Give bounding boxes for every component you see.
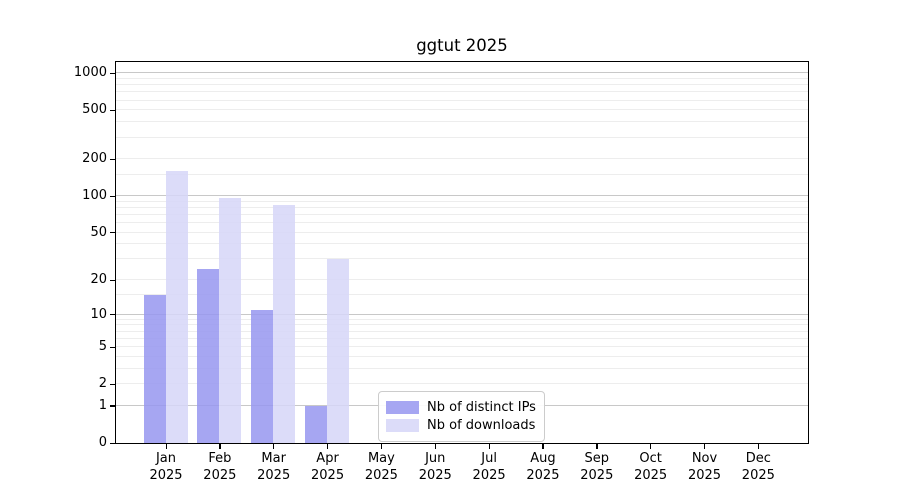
minor-gridline (116, 324, 808, 326)
y-tick-label: 100 (82, 188, 107, 204)
x-tick-label: Sep 2025 (580, 451, 614, 483)
major-gridline (116, 195, 808, 197)
minor-gridline (116, 136, 808, 138)
x-tick-label: May 2025 (364, 451, 398, 483)
x-tick-label: Jul 2025 (472, 451, 506, 483)
legend-swatch-downloads (386, 419, 419, 432)
bar-distinct-ips-mar (251, 310, 274, 443)
x-tick-mark (650, 444, 652, 449)
x-tick-label: Oct 2025 (634, 451, 668, 483)
minor-gridline (116, 109, 808, 111)
legend-item-downloads: Nb of downloads (386, 417, 535, 434)
x-tick-label: Nov 2025 (687, 451, 722, 483)
x-tick-mark (757, 444, 760, 449)
legend-label-downloads: Nb of downloads (427, 418, 536, 433)
x-tick-label: Feb 2025 (203, 451, 237, 483)
chart-title: ggtut 2025 (416, 36, 508, 55)
y-tick-label: 1 (98, 397, 107, 413)
minor-gridline (116, 337, 808, 339)
legend-swatch-distinct-ips (386, 401, 419, 414)
x-tick-mark (488, 444, 490, 449)
x-tick-label: Mar 2025 (257, 451, 291, 483)
minor-gridline (116, 279, 808, 281)
x-tick-mark (327, 444, 329, 449)
bar-downloads-jan (165, 171, 188, 443)
minor-gridline (116, 200, 808, 202)
y-tick-label: 50 (90, 224, 107, 240)
bar-downloads-mar (273, 204, 296, 443)
major-gridline (116, 313, 808, 315)
x-tick-label: Dec 2025 (741, 451, 775, 483)
minor-gridline (116, 355, 808, 357)
bar-downloads-feb (219, 197, 242, 443)
minor-gridline (116, 158, 808, 160)
minor-gridline (116, 243, 808, 245)
y-tick-label: 0 (98, 435, 107, 450)
y-tick-label: 1000 (73, 65, 107, 81)
x-tick-mark (704, 444, 706, 449)
minor-gridline (116, 367, 808, 369)
x-tick-mark (380, 444, 383, 449)
minor-gridline (116, 121, 808, 123)
minor-gridline (116, 346, 808, 348)
legend: Nb of distinct IPs Nb of downloads (378, 391, 545, 442)
minor-gridline (116, 84, 808, 86)
y-tick-label: 200 (82, 151, 107, 167)
y-tick-label: 5 (98, 339, 107, 355)
minor-gridline (116, 173, 808, 175)
x-tick-label: Jan 2025 (149, 451, 183, 483)
y-tick-label: 2 (98, 376, 107, 392)
bar-distinct-ips-jan (143, 294, 166, 443)
bar-distinct-ips-feb (197, 268, 220, 443)
major-gridline (116, 72, 808, 74)
x-tick-mark (219, 444, 221, 449)
minor-gridline (116, 318, 808, 320)
legend-item-distinct-ips: Nb of distinct IPs (386, 399, 536, 416)
legend-label-distinct-ips: Nb of distinct IPs (427, 400, 536, 415)
minor-gridline (116, 258, 808, 260)
x-tick-label: Jun 2025 (418, 451, 452, 483)
minor-gridline (116, 77, 808, 79)
x-tick-label: Aug 2025 (526, 451, 560, 483)
y-tick-label: 500 (82, 102, 107, 118)
minor-gridline (116, 293, 808, 295)
minor-gridline (116, 99, 808, 101)
x-tick-mark (596, 444, 598, 449)
x-tick-label: Apr 2025 (311, 451, 345, 483)
y-tick-label: 20 (90, 272, 107, 288)
bar-downloads-apr (327, 259, 350, 443)
minor-gridline (116, 91, 808, 93)
bar-distinct-ips-apr (305, 405, 328, 443)
x-tick-mark (434, 444, 437, 449)
x-tick-mark (165, 444, 167, 449)
minor-gridline (116, 383, 808, 385)
minor-gridline (116, 330, 808, 332)
minor-gridline (116, 206, 808, 208)
x-tick-mark (273, 444, 275, 449)
plot-area (115, 61, 809, 444)
y-tick-label: 10 (90, 306, 107, 322)
x-tick-mark (542, 444, 544, 449)
minor-gridline (116, 231, 808, 233)
minor-gridline (116, 222, 808, 224)
minor-gridline (116, 213, 808, 215)
